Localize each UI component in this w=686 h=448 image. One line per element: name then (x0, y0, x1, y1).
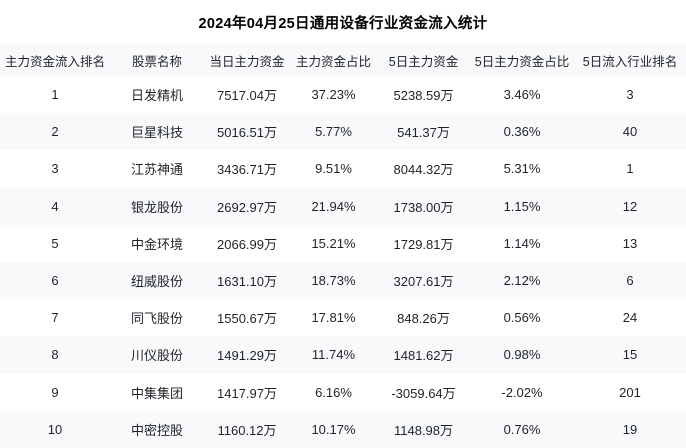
table-row: 8 川仪股份 1491.29万 11.74% 1481.62万 0.98% 15 (0, 336, 686, 374)
table-cell: 11.74% (311, 347, 356, 363)
table-cell: 中密控股 (130, 422, 183, 438)
column-header: 5日主力资金 (377, 44, 470, 76)
table-cell: 1738.00万 (393, 199, 454, 215)
table-cell: 3436.71万 (217, 162, 277, 178)
table-cell: 2066.99万 (217, 236, 277, 252)
table-cell: 4 (51, 198, 59, 214)
table-cell: 1 (626, 161, 634, 177)
table-cell: 2.12% (503, 273, 541, 289)
column-header: 5日流入行业排名 (574, 44, 686, 76)
table-cell: 3 (626, 87, 634, 103)
table-cell: 银龙股份 (130, 199, 183, 215)
column-header: 主力资金占比 (290, 44, 377, 76)
table-cell: 2692.97万 (217, 199, 277, 215)
table-cell: 1491.29万 (217, 348, 277, 364)
table-cell: 18.73% (311, 273, 356, 289)
table-row: 10 中密控股 1160.12万 10.17% 1148.98万 0.76% 19 (0, 410, 686, 448)
table-cell: 24 (622, 310, 638, 326)
table-cell: 1631.10万 (217, 274, 277, 290)
table-cell: 8044.32万 (393, 162, 454, 178)
page-title: 2024年04月25日通用设备行业资金流入统计 (198, 15, 488, 32)
table-cell: 13 (622, 235, 638, 251)
column-header: 5日主力资金占比 (470, 44, 574, 76)
table-cell: 848.26万 (397, 311, 450, 327)
column-header: 股票名称 (110, 44, 204, 76)
column-header: 当日主力资金 (204, 44, 290, 76)
table-row: 3 江苏神通 3436.71万 9.51% 8044.32万 5.31% 1 (0, 150, 686, 187)
table-cell: 201 (619, 384, 641, 400)
table-cell: 15 (622, 347, 638, 363)
table-cell: 6 (51, 273, 59, 289)
table-cell: 0.76% (503, 421, 541, 437)
table-cell: 1481.62万 (393, 348, 454, 364)
table-cell: 9.51% (315, 161, 352, 177)
table-cell: 1550.67万 (217, 311, 277, 327)
table-cell: 1148.98万 (393, 422, 454, 438)
table-row: 2 巨星科技 5016.51万 5.77% 541.37万 0.36% 40 (0, 113, 686, 151)
table-row: 6 纽威股份 1631.10万 18.73% 3207.61万 2.12% 6 (0, 261, 686, 300)
table-cell: 同飞股份 (130, 311, 183, 327)
table-cell: 9 (51, 384, 59, 400)
table-cell: 纽威股份 (130, 274, 183, 290)
table-cell: 中集集团 (130, 385, 183, 401)
table-cell: 2 (51, 124, 59, 140)
table-cell: 3.46% (503, 87, 541, 103)
table-cell: 1729.81万 (393, 236, 454, 252)
table-cell: 15.21% (311, 235, 356, 251)
table-cell: 10.17% (311, 421, 356, 437)
table-cell: 中金环境 (130, 236, 183, 252)
table-cell: 6.16% (315, 384, 352, 400)
table-cell: 5.31% (503, 161, 541, 177)
table-cell: 19 (622, 421, 638, 437)
table-row: 9 中集集团 1417.97万 6.16% -3059.64万 -2.02% 201 (0, 374, 686, 411)
table-cell: 17.81% (311, 310, 356, 326)
table-cell: 12 (622, 198, 638, 214)
table-cell: 5016.51万 (217, 125, 277, 141)
table-cell: 1.15% (503, 198, 541, 214)
table-body: 1 日发精机 7517.04万 37.23% 5238.59万 3.46% 3 2 巨星科技 50… (0, 76, 686, 448)
table-cell: 5.77% (315, 124, 352, 140)
table-cell: 日发精机 (130, 88, 183, 104)
table-cell: 0.98% (503, 347, 541, 363)
table-row: 1 日发精机 7517.04万 37.23% 5238.59万 3.46% 3 (0, 76, 686, 113)
table-cell: 江苏神通 (130, 162, 183, 178)
table-row: 5 中金环境 2066.99万 15.21% 1729.81万 1.14% 13 (0, 225, 686, 262)
capital-flow-table: 主力资金流入排名 股票名称 当日主力资金 主力资金占比 5日主力资金 5日主力资金占比 5日… (0, 44, 686, 448)
column-header: 主力资金流入排名 (0, 44, 110, 76)
table-header-row: 主力资金流入排名 股票名称 当日主力资金 主力资金占比 5日主力资金 5日主力资金占比 5日… (0, 44, 686, 76)
table-cell: -2.02% (501, 384, 543, 400)
table-cell: 1.14% (503, 235, 541, 251)
table-cell: 1 (51, 87, 59, 103)
table-cell: 0.56% (503, 310, 541, 326)
table-cell: 5 (51, 235, 59, 251)
table-cell: 巨星科技 (130, 125, 183, 141)
table-cell: 10 (47, 421, 63, 437)
table-cell: 40 (622, 124, 638, 140)
table-cell: 1160.12万 (217, 422, 277, 438)
table-cell: 川仪股份 (130, 348, 183, 364)
table-cell: 5238.59万 (393, 88, 454, 104)
table-cell: 3207.61万 (393, 274, 454, 290)
table-cell: 8 (51, 347, 59, 363)
table-cell: 541.37万 (397, 125, 450, 141)
table-cell: 7 (51, 310, 59, 326)
table-cell: 7517.04万 (217, 88, 277, 104)
table-cell: 0.36% (503, 124, 541, 140)
table-cell: 3 (51, 161, 59, 177)
table-cell: 6 (626, 273, 634, 289)
table-cell: 37.23% (311, 87, 356, 103)
table-row: 7 同飞股份 1550.67万 17.81% 848.26万 0.56% 24 (0, 299, 686, 336)
table-cell: -3059.64万 (391, 385, 456, 401)
table-row: 4 银龙股份 2692.97万 21.94% 1738.00万 1.15% 12 (0, 187, 686, 225)
table-cell: 1417.97万 (217, 385, 277, 401)
table-cell: 21.94% (311, 198, 356, 214)
